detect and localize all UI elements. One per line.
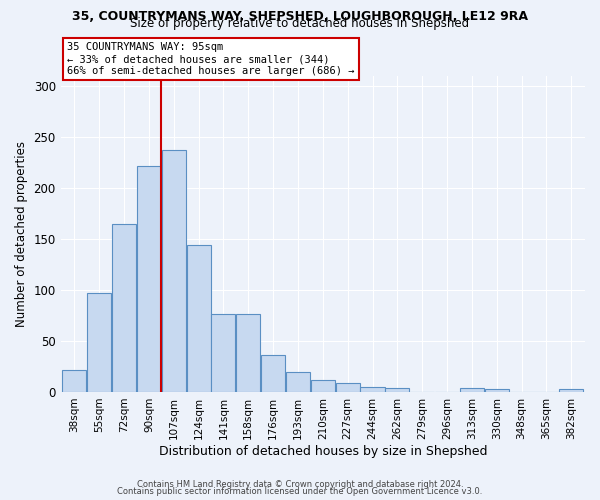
Bar xyxy=(236,314,260,392)
Bar xyxy=(211,314,235,392)
Text: 35 COUNTRYMANS WAY: 95sqm
← 33% of detached houses are smaller (344)
66% of semi: 35 COUNTRYMANS WAY: 95sqm ← 33% of detac… xyxy=(67,42,355,76)
Bar xyxy=(361,387,385,392)
Text: Size of property relative to detached houses in Shepshed: Size of property relative to detached ho… xyxy=(130,18,470,30)
Bar xyxy=(261,355,285,392)
Bar xyxy=(112,224,136,392)
X-axis label: Distribution of detached houses by size in Shepshed: Distribution of detached houses by size … xyxy=(158,444,487,458)
Bar xyxy=(137,166,161,392)
Bar xyxy=(87,293,111,392)
Bar xyxy=(335,383,360,392)
Bar xyxy=(161,150,186,392)
Bar xyxy=(286,372,310,392)
Y-axis label: Number of detached properties: Number of detached properties xyxy=(15,141,28,327)
Text: Contains HM Land Registry data © Crown copyright and database right 2024.: Contains HM Land Registry data © Crown c… xyxy=(137,480,463,489)
Bar xyxy=(385,388,409,392)
Bar xyxy=(559,389,583,392)
Bar xyxy=(62,370,86,392)
Text: 35, COUNTRYMANS WAY, SHEPSHED, LOUGHBOROUGH, LE12 9RA: 35, COUNTRYMANS WAY, SHEPSHED, LOUGHBORO… xyxy=(72,10,528,23)
Bar xyxy=(187,245,211,392)
Bar xyxy=(485,389,509,392)
Text: Contains public sector information licensed under the Open Government Licence v3: Contains public sector information licen… xyxy=(118,487,482,496)
Bar xyxy=(460,388,484,392)
Bar xyxy=(311,380,335,392)
